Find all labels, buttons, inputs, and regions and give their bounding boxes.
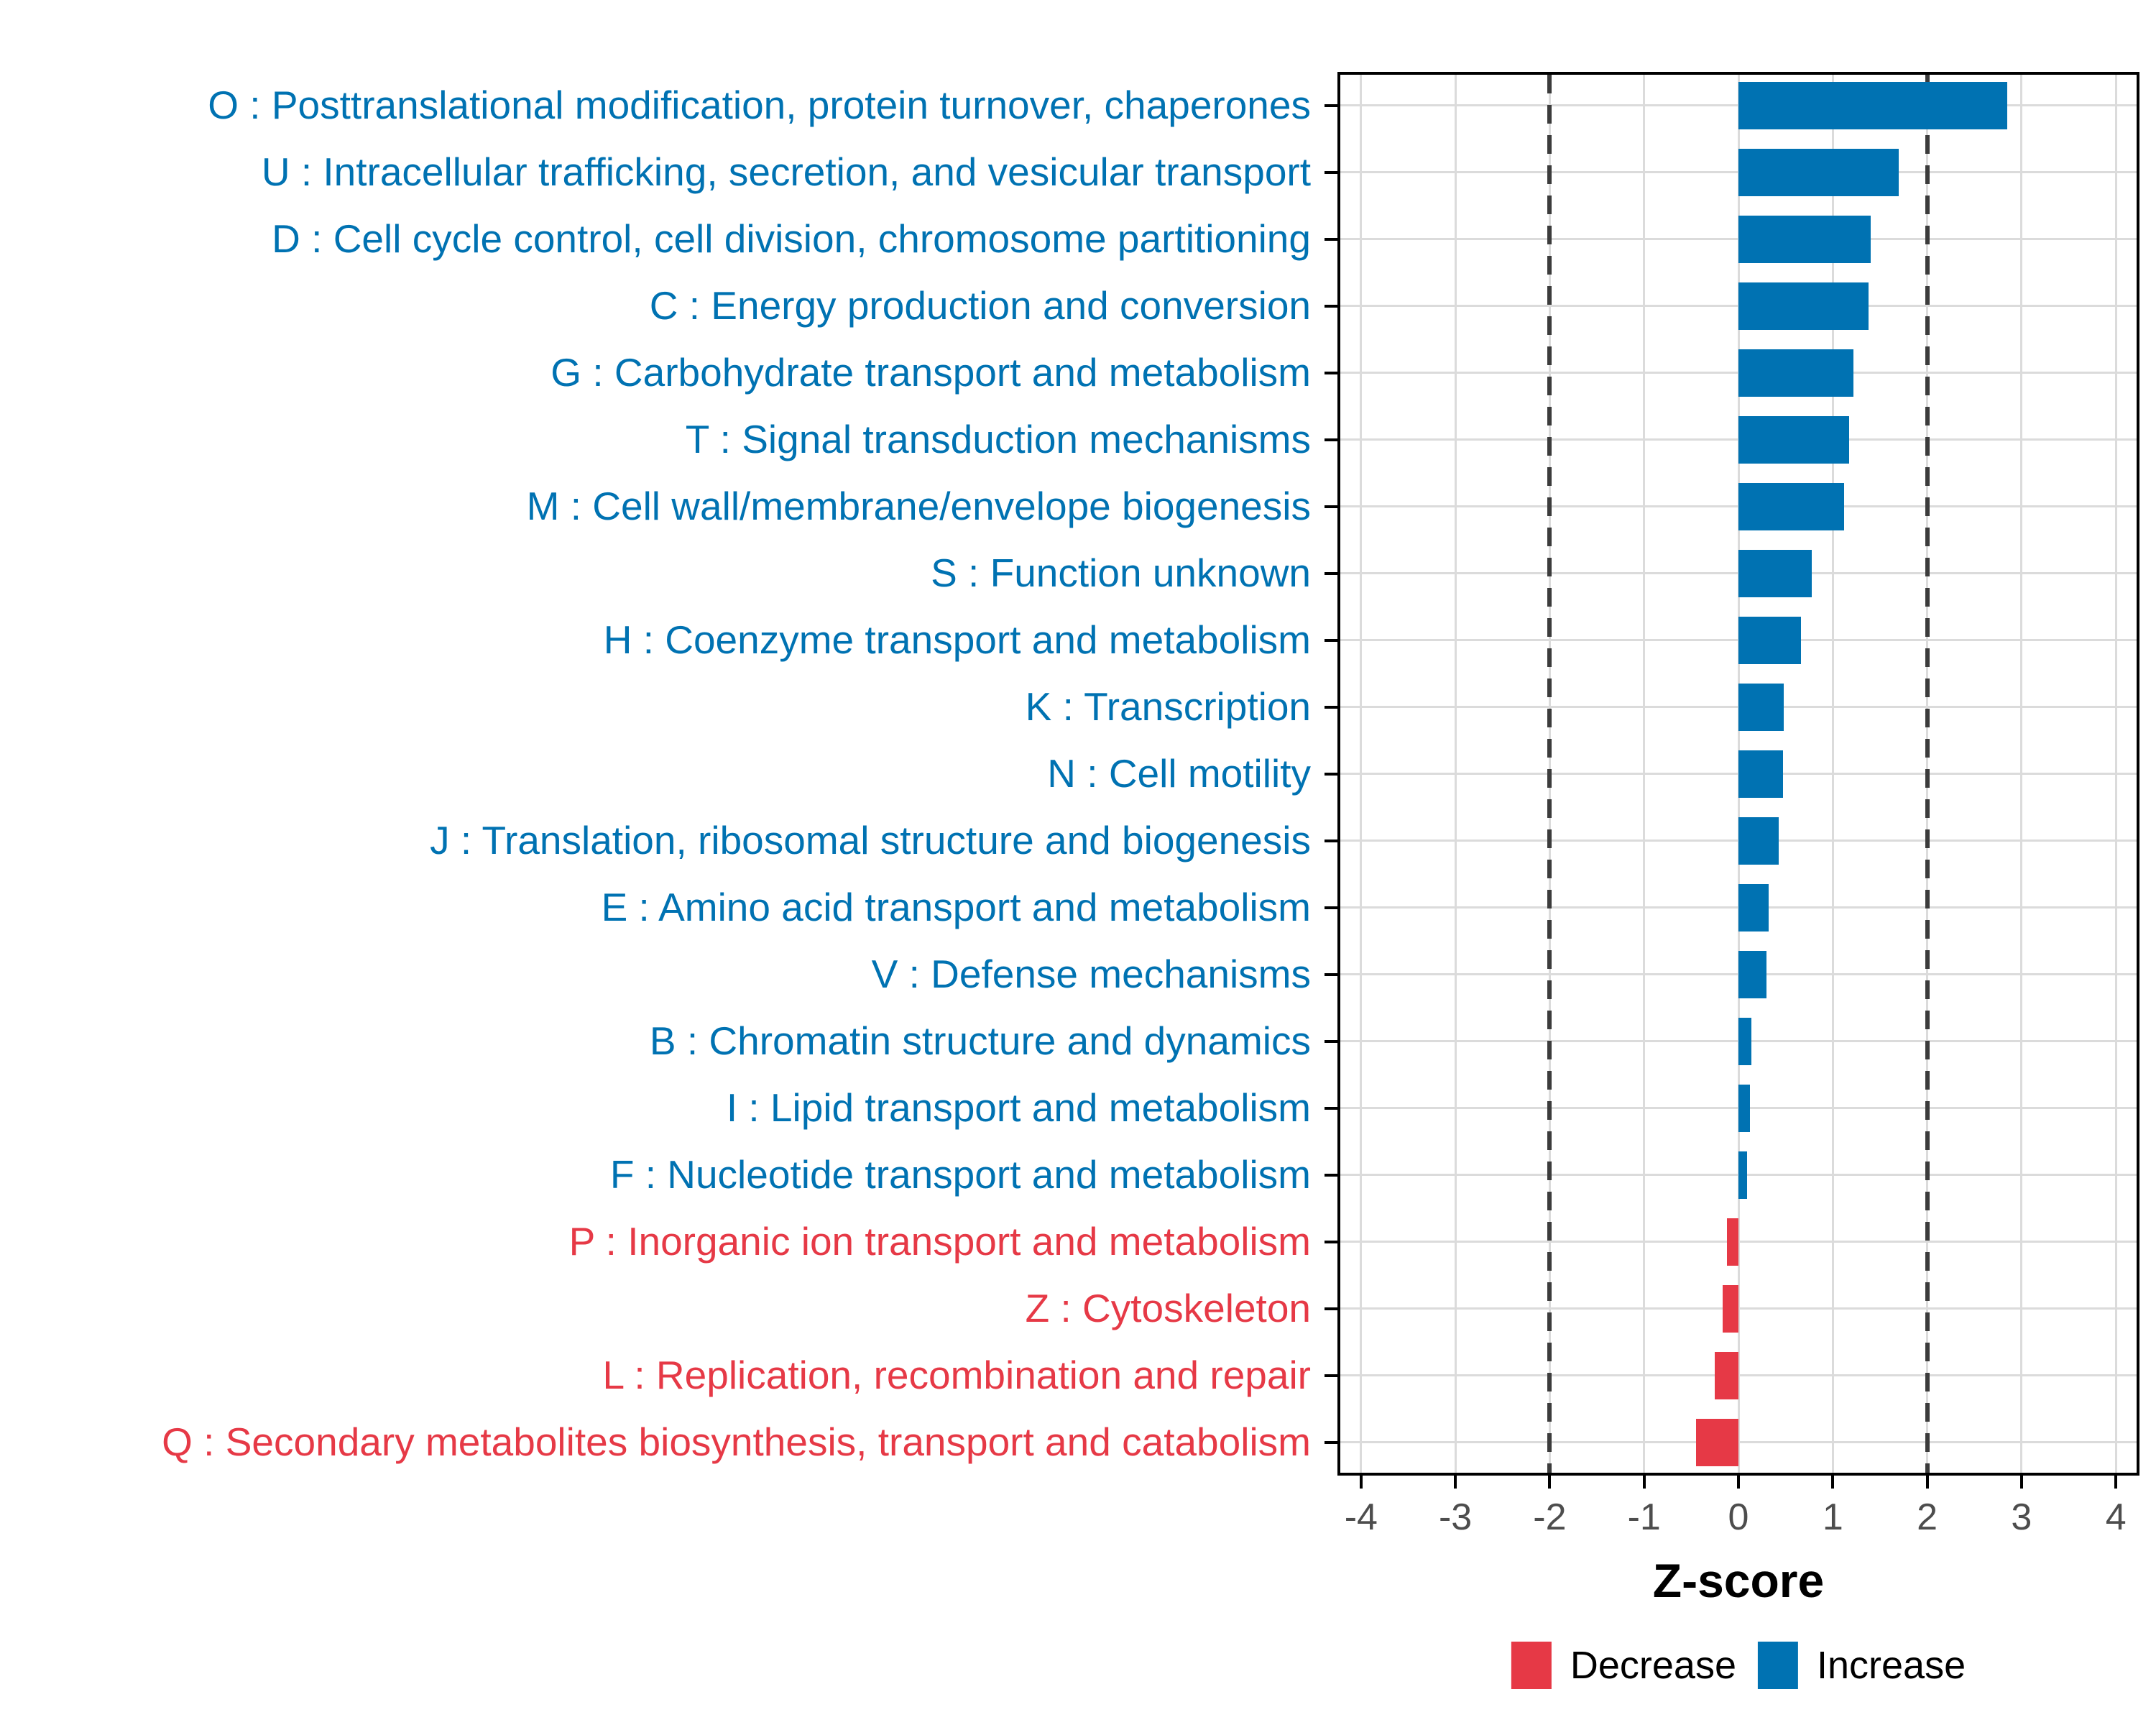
y-axis-label-Z: Z : Cytoskeleton [1025,1286,1311,1330]
x-tick-label--3: -3 [1438,1496,1473,1538]
y-axis-label-U: U : Intracellular trafficking, secretion… [261,150,1311,194]
x-tick--3 [1454,1476,1457,1489]
x-tick-label-3: 3 [2011,1496,2032,1538]
x-tick-1 [1831,1476,1835,1489]
y-axis-label-L: L : Replication, recombination and repai… [602,1353,1311,1397]
bar-Z [1722,1284,1738,1333]
bar-F [1738,1151,1747,1199]
x-tick-0 [1737,1476,1740,1489]
decrease-label: Decrease [1570,1644,1736,1687]
increase-swatch [1757,1642,1798,1689]
y-axis-label-Q: Q : Secondary metabolites biosynthesis, … [162,1420,1311,1464]
y-tick [1325,505,1337,508]
x-tick-label-1: 1 [1822,1496,1843,1538]
bar-P [1727,1218,1738,1266]
x-tick-3 [2019,1476,2023,1489]
y-axis-label-I: I : Lipid transport and metabolism [726,1085,1311,1130]
y-tick [1325,170,1337,174]
y-axis-label-J: J : Translation, ribosomal structure and… [430,818,1311,862]
y-axis-label-S: S : Function unknown [931,551,1311,595]
x-tick-label--1: -1 [1627,1496,1661,1538]
y-tick [1325,304,1337,308]
bar-C [1738,282,1869,330]
gridline-row [1340,1441,2137,1443]
increase-label: Increase [1816,1644,1966,1687]
gridline-row [1340,1374,2137,1376]
bar-T [1738,415,1849,464]
bar-E [1738,883,1769,932]
y-tick [1325,1440,1337,1444]
x-tick-label--2: -2 [1533,1496,1567,1538]
legend-item-increase: Increase [1757,1642,1966,1689]
bar-S [1738,549,1812,597]
bar-L [1715,1351,1738,1399]
y-tick [1325,438,1337,441]
legend: Decrease Increase [1511,1642,1966,1689]
bar-V [1738,950,1767,998]
bar-B [1738,1017,1752,1065]
plot-panel [1337,72,2139,1476]
bar-H [1738,616,1801,664]
y-tick [1325,104,1337,107]
x-tick-label-0: 0 [1728,1496,1749,1538]
x-tick-2 [1925,1476,1929,1489]
y-axis-label-F: F : Nucleotide transport and metabolism [609,1152,1311,1197]
y-tick [1325,638,1337,642]
y-tick [1325,237,1337,241]
dashed-reference-line-2 [1925,75,1930,1473]
x-tick--4 [1359,1476,1363,1489]
legend-item-decrease: Decrease [1511,1642,1736,1689]
y-axis-label-O: O : Posttranslational modification, prot… [208,83,1311,127]
x-tick-label--4: -4 [1344,1496,1378,1538]
y-axis-label-P: P : Inorganic ion transport and metaboli… [568,1219,1311,1264]
bar-N [1738,750,1783,798]
y-axis-label-N: N : Cell motility [1047,751,1311,796]
gridline-row [1340,1307,2137,1310]
y-axis-label-G: G : Carbohydrate transport and metabolis… [550,350,1311,395]
y-tick [1325,1106,1337,1110]
x-tick--1 [1642,1476,1646,1489]
bar-Q [1695,1418,1738,1466]
y-tick [1325,1240,1337,1243]
bar-I [1738,1084,1750,1132]
y-tick [1325,705,1337,709]
dashed-reference-line--2 [1547,75,1552,1473]
y-tick [1325,1374,1337,1377]
bar-U [1738,148,1899,196]
y-axis-label-V: V : Defense mechanisms [871,952,1311,996]
y-axis-label-H: H : Coenzyme transport and metabolism [603,617,1311,662]
x-axis-title: Z-score [1652,1554,1825,1607]
bar-M [1738,482,1845,530]
y-axis-label-C: C : Energy production and conversion [649,283,1311,328]
y-axis-label-D: D : Cell cycle control, cell division, c… [272,216,1311,261]
y-tick [1325,1307,1337,1310]
y-axis-label-B: B : Chromatin structure and dynamics [649,1018,1311,1063]
x-tick-label-4: 4 [2105,1496,2127,1538]
y-tick [1325,1173,1337,1177]
y-tick [1325,371,1337,374]
gridline-row [1340,1241,2137,1243]
y-tick [1325,972,1337,976]
y-tick [1325,1039,1337,1043]
bar-K [1738,683,1784,731]
bar-O [1738,81,2008,129]
x-tick-label-2: 2 [1917,1496,1938,1538]
y-tick [1325,839,1337,842]
y-tick [1325,906,1337,909]
x-tick-4 [2114,1476,2118,1489]
bar-D [1738,215,1871,263]
bar-G [1738,349,1854,397]
y-tick [1325,571,1337,575]
y-tick [1325,772,1337,776]
y-axis-label-T: T : Signal transduction mechanisms [685,417,1311,461]
decrease-swatch [1511,1642,1552,1689]
y-axis-label-K: K : Transcription [1025,684,1311,729]
y-axis-label-E: E : Amino acid transport and metabolism [601,885,1311,929]
x-tick--2 [1548,1476,1552,1489]
bar-J [1738,816,1779,865]
y-axis-label-M: M : Cell wall/membrane/envelope biogenes… [526,484,1311,528]
